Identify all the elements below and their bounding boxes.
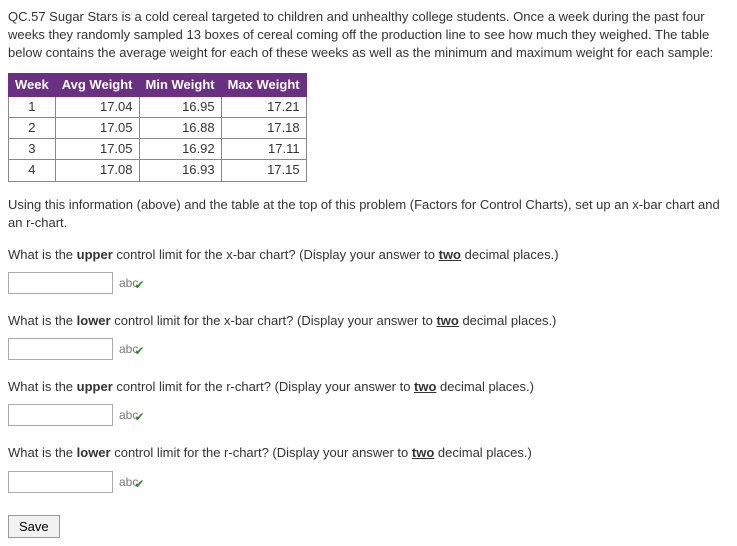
spellcheck-icon[interactable]: abc✔ — [119, 409, 148, 421]
question-3: What is the upper control limit for the … — [8, 378, 729, 396]
spellcheck-icon[interactable]: abc✔ — [119, 476, 148, 488]
answer-input-ucl-r[interactable] — [8, 404, 113, 426]
table-row: 2 17.05 16.88 17.18 — [9, 117, 307, 138]
question-4: What is the lower control limit for the … — [8, 444, 729, 462]
answer-input-lcl-xbar[interactable] — [8, 338, 113, 360]
table-row: 4 17.08 16.93 17.15 — [9, 160, 307, 181]
table-row: 3 17.05 16.92 17.11 — [9, 139, 307, 160]
problem-intro: QC.57 Sugar Stars is a cold cereal targe… — [8, 8, 729, 63]
spellcheck-icon[interactable]: abc✔ — [119, 277, 148, 289]
weight-table: Week Avg Weight Min Weight Max Weight 1 … — [8, 73, 307, 182]
answer-input-ucl-xbar[interactable] — [8, 272, 113, 294]
question-1: What is the upper control limit for the … — [8, 246, 729, 264]
table-row: 1 17.04 16.95 17.21 — [9, 96, 307, 117]
save-button[interactable]: Save — [8, 515, 60, 538]
instruction-text: Using this information (above) and the t… — [8, 196, 729, 232]
col-max: Max Weight — [221, 73, 306, 96]
col-avg: Avg Weight — [55, 73, 139, 96]
col-week: Week — [9, 73, 56, 96]
answer-input-lcl-r[interactable] — [8, 471, 113, 493]
spellcheck-icon[interactable]: abc✔ — [119, 343, 148, 355]
question-2: What is the lower control limit for the … — [8, 312, 729, 330]
col-min: Min Weight — [139, 73, 221, 96]
